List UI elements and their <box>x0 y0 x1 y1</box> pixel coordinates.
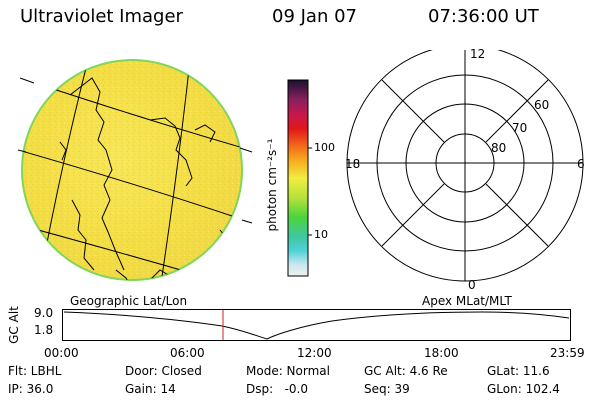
caption-geographic: Geographic Lat/Lon <box>70 294 188 308</box>
timeline-ymin: 1.8 <box>34 323 54 337</box>
info-glat: GLat: 11.6 <box>487 364 550 378</box>
info-mode: Mode: Normal <box>246 364 330 378</box>
info-ip: IP: 36.0 <box>8 382 54 396</box>
timeline-tick-0600: 06:00 <box>170 346 205 360</box>
info-dsp: Dsp: -0.0 <box>246 382 309 396</box>
coastline <box>149 269 171 280</box>
info-door: Door: Closed <box>125 364 202 378</box>
coastline <box>194 124 216 143</box>
app-title: Ultraviolet Imager <box>20 6 183 27</box>
time-label: 07:36:00 UT <box>428 6 539 27</box>
coastline <box>59 141 67 161</box>
timeline-tick-1800: 18:00 <box>424 346 459 360</box>
mlt-label-0: 0 <box>468 278 476 292</box>
timeline-ymax: 9.0 <box>34 306 54 320</box>
timeline-tick-1200: 12:00 <box>297 346 332 360</box>
info-filter: Flt: LBHL <box>8 364 62 378</box>
polar-grid <box>346 50 584 282</box>
mlt-label-6: 6 <box>577 157 585 171</box>
coastline <box>115 269 133 280</box>
coastline <box>71 199 95 271</box>
colorbar-gradient <box>287 79 309 277</box>
date-label: 09 Jan 07 <box>272 6 357 27</box>
colorbar <box>287 79 312 277</box>
coastline <box>149 117 193 187</box>
timeline-tick-2359: 23:59 <box>550 346 585 360</box>
info-gain: Gain: 14 <box>125 382 176 396</box>
colorbar-tick-100: 100 <box>314 141 335 154</box>
timeline-ylabel: GC Alt <box>7 306 21 344</box>
info-glon: GLon: 102.4 <box>487 382 560 396</box>
mlat-label-70: 70 <box>512 121 528 135</box>
mlat-label-80: 80 <box>491 141 507 155</box>
caption-apex: Apex MLat/MLT <box>422 294 512 308</box>
colorbar-tick-10: 10 <box>314 228 328 241</box>
mlt-label-12: 12 <box>470 47 486 61</box>
uv-earth-image <box>17 59 253 281</box>
mlat-label-60: 60 <box>534 98 550 112</box>
grid-line <box>22 149 242 223</box>
colorbar-unit-label: photon cm⁻²s⁻¹ <box>265 138 279 232</box>
mlt-label-18: 18 <box>345 157 361 171</box>
grid-line <box>159 60 191 280</box>
info-gc-alt: GC Alt: 4.6 Re <box>364 364 448 378</box>
grid-line <box>22 224 242 280</box>
coastline <box>69 77 125 271</box>
altitude-timeline <box>62 309 571 341</box>
timeline-tick-0000: 00:00 <box>44 346 79 360</box>
info-seq: Seq: 39 <box>364 382 410 396</box>
altitude-curve <box>63 311 570 340</box>
